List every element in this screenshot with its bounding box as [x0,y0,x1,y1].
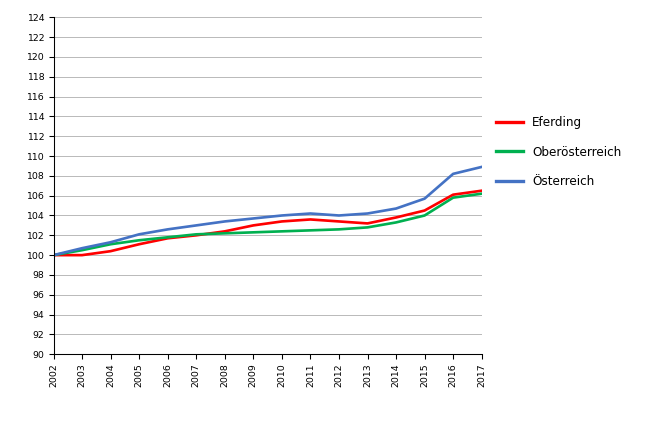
Österreich [421,196,429,201]
Eferding [135,241,143,247]
Oberösterreich [78,248,86,253]
Oberösterreich [135,238,143,243]
Eferding [449,192,457,197]
Österreich [192,223,200,228]
Oberösterreich [221,231,229,236]
Österreich [478,164,486,169]
Österreich [250,216,258,221]
Österreich [306,211,314,216]
Eferding [478,188,486,193]
Eferding [192,233,200,238]
Österreich [449,171,457,176]
Oberösterreich [392,220,400,225]
Line: Oberösterreich: Oberösterreich [54,194,482,255]
Oberösterreich [335,227,343,232]
Österreich [164,227,172,232]
Oberösterreich [421,213,429,218]
Eferding [78,253,86,258]
Eferding [278,219,286,224]
Oberösterreich [106,241,114,247]
Oberösterreich [306,228,314,233]
Österreich [106,240,114,245]
Eferding [392,215,400,220]
Line: Eferding: Eferding [54,191,482,255]
Oberösterreich [278,229,286,234]
Oberösterreich [250,230,258,235]
Österreich [78,246,86,251]
Line: Österreich: Österreich [54,167,482,255]
Oberösterreich [363,225,371,230]
Oberösterreich [164,235,172,240]
Legend: Eferding, Oberösterreich, Österreich: Eferding, Oberösterreich, Österreich [496,116,622,188]
Oberösterreich [192,232,200,237]
Oberösterreich [50,253,58,258]
Österreich [221,219,229,224]
Österreich [135,232,143,237]
Eferding [250,223,258,228]
Oberösterreich [449,195,457,200]
Eferding [221,229,229,234]
Eferding [363,221,371,226]
Eferding [306,217,314,222]
Österreich [50,253,58,258]
Eferding [106,248,114,254]
Eferding [421,208,429,213]
Eferding [335,219,343,224]
Oberösterreich [478,191,486,196]
Österreich [392,206,400,211]
Österreich [278,213,286,218]
Eferding [164,236,172,241]
Österreich [363,211,371,216]
Eferding [50,253,58,258]
Österreich [335,213,343,218]
